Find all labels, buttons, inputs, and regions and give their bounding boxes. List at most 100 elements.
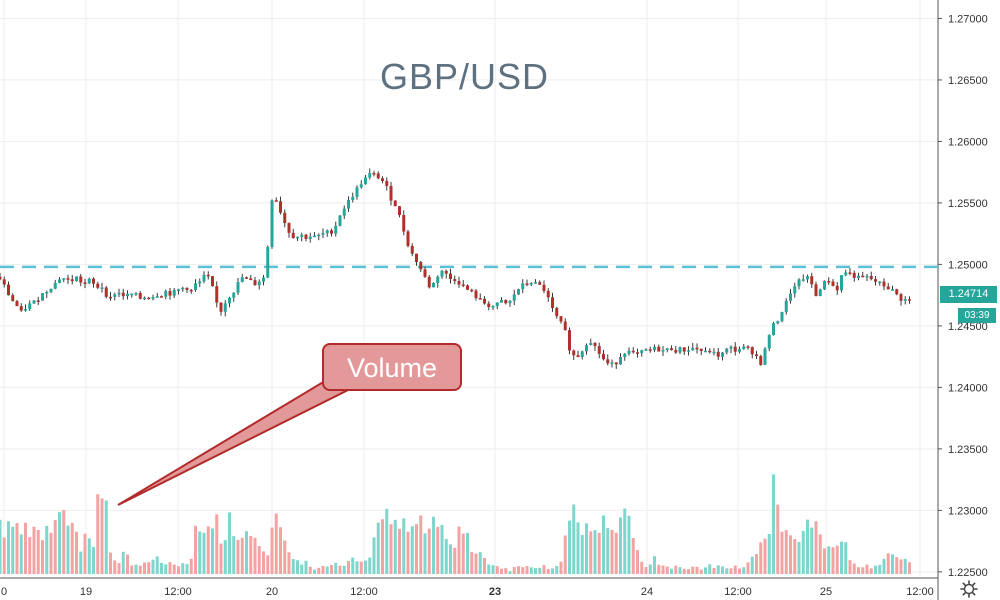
candle-body [521, 283, 525, 290]
candle-body [440, 270, 444, 277]
y-tick-label: 1.22500 [948, 567, 988, 579]
candle-body [551, 297, 554, 308]
candle-body [449, 273, 452, 280]
volume-bar [610, 529, 614, 574]
volume-bar [602, 515, 605, 574]
volume-bar [274, 513, 278, 574]
candle-body [640, 350, 644, 354]
volume-bar [185, 564, 189, 574]
candle-body [665, 348, 669, 351]
volume-bar [517, 566, 520, 574]
candle-body [903, 299, 907, 301]
x-tick-label: 12:00 [350, 586, 378, 598]
candle-body [283, 212, 287, 224]
candle-body [508, 300, 512, 304]
volume-bar [631, 537, 635, 574]
candle-body [461, 284, 465, 287]
volume-bar [53, 520, 57, 574]
candle-body [538, 282, 542, 285]
candle-body [852, 272, 856, 278]
volume-bar [648, 564, 652, 574]
volume-bar [674, 565, 678, 574]
gear-icon[interactable] [960, 580, 978, 598]
candle-body [126, 293, 129, 297]
volume-bar [66, 525, 70, 574]
candle-body [610, 362, 614, 364]
volume-bar [266, 555, 270, 574]
candle-body [840, 275, 843, 291]
volume-bar [738, 568, 741, 574]
candle-body [177, 289, 180, 291]
volume-bar [657, 564, 661, 574]
candle-body [274, 200, 278, 202]
volume-bar [262, 551, 265, 574]
volume-bar [253, 537, 257, 574]
volume-bar [393, 519, 397, 574]
volume-bar [96, 494, 100, 574]
candle-body [87, 278, 91, 284]
volume-bar [138, 565, 142, 574]
volume-bar [172, 564, 176, 574]
volume-bar [576, 522, 580, 574]
last-price-badge: 1.24714 [940, 286, 997, 303]
volume-bar [423, 533, 427, 574]
candle-body [0, 276, 2, 280]
candle-body [831, 281, 835, 286]
volume-bar [372, 537, 376, 574]
candle-body [181, 287, 185, 290]
volume-bar [330, 564, 333, 574]
volume-bar [194, 525, 197, 574]
volume-bar [45, 525, 49, 574]
volume-bar [763, 538, 767, 574]
candle-body [15, 301, 19, 307]
volume-bar [321, 565, 325, 574]
candle-body [644, 349, 648, 351]
volume-bar [759, 542, 763, 574]
candle-body [287, 223, 291, 233]
volume-bar [296, 560, 299, 574]
volume-bar [903, 558, 907, 574]
volume-bar [49, 532, 53, 574]
volume-bar [287, 552, 291, 574]
candle-body [147, 297, 151, 300]
candle-body [79, 276, 83, 283]
candle-body [708, 350, 712, 353]
candle-body [232, 292, 236, 298]
volume-bar [402, 518, 406, 574]
candle-body [117, 292, 121, 295]
candle-body [678, 347, 682, 353]
volume-bar [772, 474, 775, 574]
volume-bar [512, 567, 516, 574]
volume-bar [891, 554, 894, 574]
volume-bar [351, 557, 355, 574]
candle-body [92, 278, 95, 284]
candle-body [755, 354, 758, 357]
candle-body [483, 298, 486, 304]
candle-body [793, 286, 797, 294]
volume-bar [640, 561, 644, 574]
volume-bar [436, 526, 440, 574]
candle-body [691, 347, 695, 351]
candle-body [865, 275, 869, 278]
volume-bar [861, 567, 865, 574]
volume-bar [831, 547, 835, 574]
volume-bar [725, 568, 729, 574]
volume-bar [661, 565, 665, 574]
candle-body [491, 306, 495, 308]
candle-body [134, 292, 138, 295]
candle-body [789, 293, 792, 301]
candle-body [568, 330, 571, 351]
volume-bar [627, 515, 631, 574]
volume-bar [899, 559, 903, 574]
candle-body [848, 272, 852, 274]
candle-body [151, 297, 155, 299]
candle-body [75, 276, 78, 282]
volume-bar [597, 532, 601, 574]
volume-bar [160, 562, 163, 574]
y-tick-label: 1.25000 [948, 259, 988, 271]
volume-bar [189, 558, 193, 574]
candle-body [806, 276, 809, 280]
candle-body [194, 283, 197, 290]
